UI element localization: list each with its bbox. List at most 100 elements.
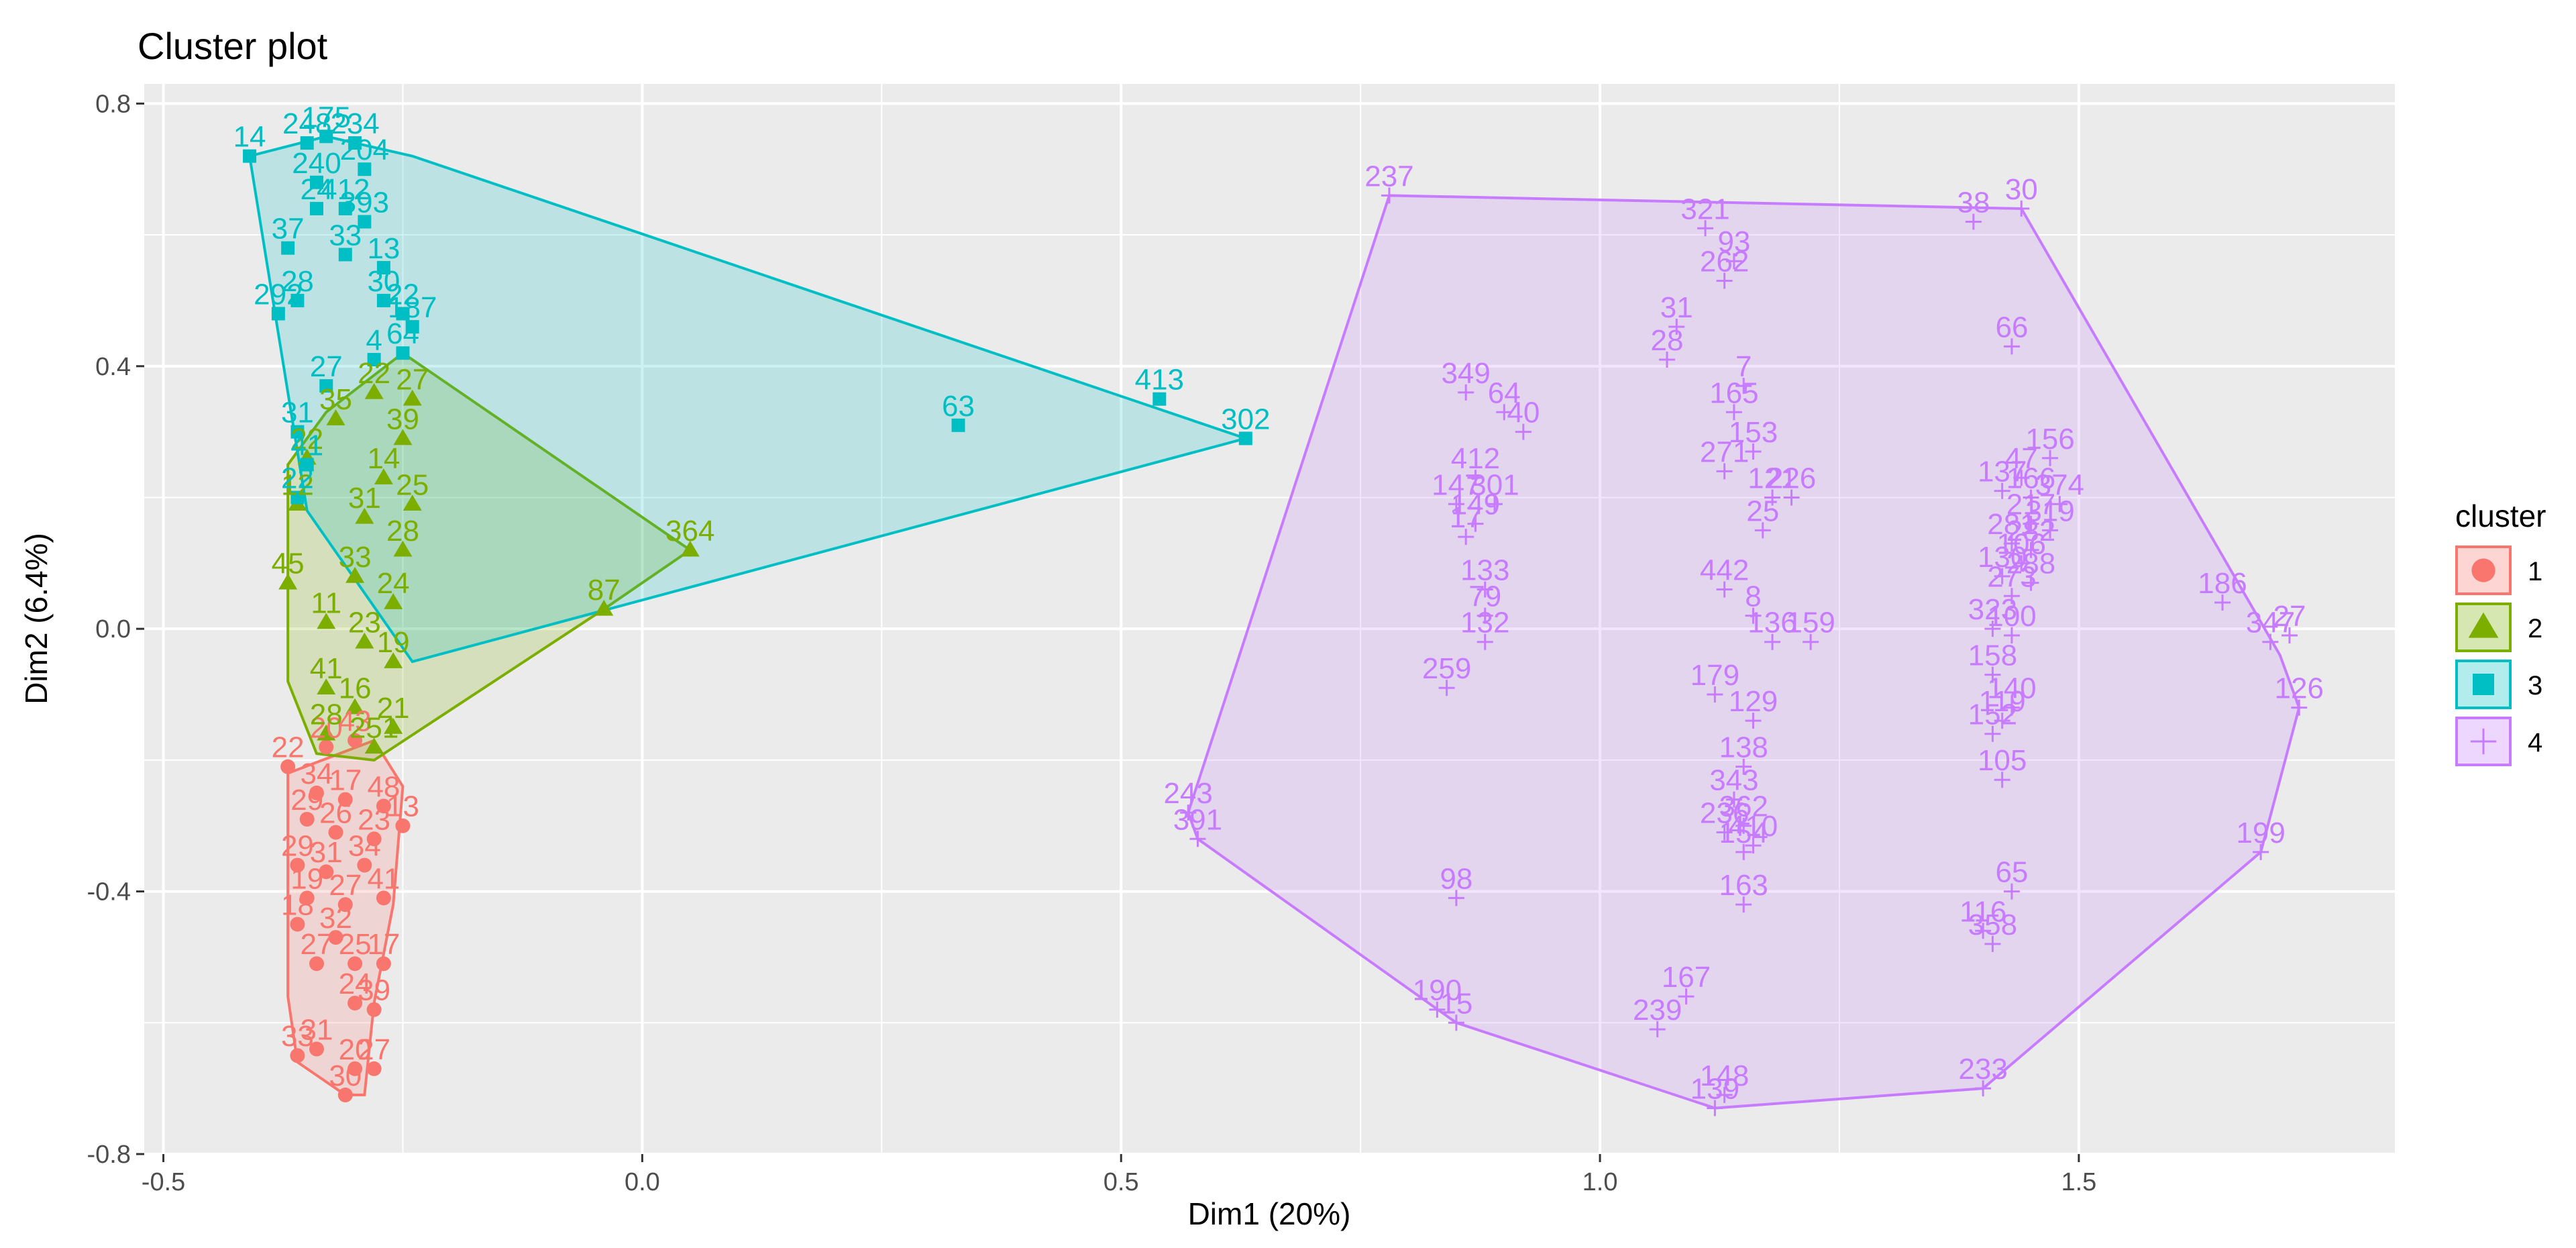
cluster-3-point-label: 64 [386, 317, 419, 350]
cluster-1-point-label: 34 [301, 758, 333, 790]
cluster-2-point-label: 11 [311, 586, 341, 619]
cluster-3-point [319, 129, 333, 144]
cluster-3-point [358, 215, 372, 229]
cluster-3-point-label: 27 [310, 350, 343, 383]
cluster-1-point [337, 1087, 353, 1102]
cluster-4-point-label: 121 [1748, 462, 1796, 495]
cluster-2-point [355, 507, 374, 524]
legend-key-symbol-2 [2468, 612, 2499, 638]
cluster-2-point [355, 632, 374, 649]
cluster-4-point [1496, 404, 1513, 421]
cluster-4-point-label: 40 [1507, 397, 1540, 429]
cluster-4-point-label: 65 [1995, 856, 2028, 889]
cluster-3-point [348, 136, 362, 150]
cluster-2-point-label: 33 [339, 541, 372, 574]
cluster-1-point [366, 831, 382, 847]
cluster-4-point [1725, 404, 1742, 421]
x-tick-label: 1.0 [1582, 1168, 1618, 1196]
cluster-4-point-label: 412 [1451, 442, 1500, 475]
cluster-4-point-label: 140 [1987, 672, 2036, 705]
cluster-4-point [2013, 200, 2030, 217]
cluster-1-point-label: 32 [319, 902, 352, 935]
cluster-3-point [1238, 431, 1252, 446]
cluster-4-point-label: 158 [1968, 639, 2017, 672]
cluster-2-point-label: 28 [386, 515, 419, 548]
cluster-4-point-label: 167 [1662, 961, 1711, 994]
cluster-4-point [1716, 581, 1733, 598]
cluster-4-point-label: 137 [1978, 456, 2027, 488]
cluster-4-point-label: 31 [1660, 291, 1693, 324]
cluster-4-point [1745, 443, 1762, 460]
cluster-4-point [1438, 680, 1455, 696]
cluster-1-point-label: 17 [329, 764, 362, 797]
cluster-2-point-label: 25 [396, 468, 429, 501]
cluster-3-point-label: 14 [233, 121, 266, 154]
cluster-4-point [1458, 384, 1474, 401]
cluster-4-point-label: 262 [1700, 246, 1749, 278]
legend-label-1: 1 [2528, 557, 2542, 586]
legend-key-symbol-4 [2470, 728, 2497, 755]
cluster-3-point-label: 24 [301, 173, 333, 206]
cluster-4-point [1725, 791, 1742, 808]
cluster-4-point-label: 8 [1745, 580, 1761, 613]
cluster-1-point-label: 31 [301, 1013, 333, 1046]
cluster-4-point-label: 25 [1746, 495, 1779, 527]
cluster-1-point-label: 29 [290, 784, 323, 817]
cluster-2-point-label: 41 [310, 652, 343, 685]
cluster-1-point [328, 930, 343, 945]
cluster-3-point-label: 412 [321, 173, 370, 206]
cluster-3-point [281, 241, 295, 255]
cluster-3-point-label: 31 [281, 397, 314, 429]
cluster-4-point-label: 98 [1440, 862, 1472, 895]
cluster-1-point-label: 30 [329, 1059, 362, 1092]
cluster-1-point-label: 24 [339, 968, 372, 1000]
cluster-2-point-label: 23 [348, 607, 381, 639]
cluster-4-point [2023, 541, 2039, 558]
cluster-4-point-label: 147 [1432, 468, 1481, 501]
cluster-1-point-label: 27 [329, 869, 362, 902]
cluster-4-point-label: 156 [2025, 423, 2074, 456]
cluster-1-point [299, 811, 315, 827]
cluster-2-point-label: 24 [377, 567, 410, 600]
cluster-4-point-label: 282 [2006, 515, 2055, 548]
cluster-4-point-label: 362 [1719, 790, 1768, 823]
cluster-1-point-label: 20 [339, 1033, 372, 1066]
cluster-4-point-label: 148 [1700, 1059, 1749, 1092]
cluster-1-point [309, 785, 324, 800]
cluster-4-point [1467, 515, 1484, 532]
cluster-4-point-label: 288 [2006, 548, 2055, 580]
x-tick-label: -0.5 [142, 1168, 185, 1196]
cluster-3-point [405, 320, 419, 334]
cluster-3-point [951, 418, 965, 432]
legend-key-1 [2455, 545, 2512, 595]
cluster-2-hull [286, 351, 693, 762]
cluster-3-point-label: 187 [388, 291, 437, 324]
cluster-1-hull [286, 739, 405, 1096]
cluster-4-point [2214, 594, 2231, 611]
cluster-4-point-label: 159 [1786, 607, 1835, 639]
cluster-1-point [309, 1041, 324, 1057]
cluster-3-point-label: 302 [1221, 403, 1270, 435]
cluster-3-point-label: 204 [340, 134, 389, 166]
cluster-4-point [2253, 843, 2269, 860]
cluster-3-point [367, 352, 381, 366]
cluster-4-point-label: 165 [1709, 376, 1758, 409]
cluster-1-point [290, 917, 305, 932]
cluster-4-point [1649, 1021, 1666, 1038]
cluster-3-point-label: 13 [367, 232, 400, 265]
cluster-2-point-label: 19 [377, 626, 410, 659]
cluster-1-point-label: 31 [310, 836, 343, 869]
cluster-4-point-label: 259 [1422, 652, 1471, 685]
axes: -0.5 0.0 0.5 1.0 1.5 -0.8 -0.4 0.0 0.4 0.8 [87, 90, 2097, 1196]
cluster-1-point [309, 956, 324, 972]
cluster-1-point [366, 1061, 382, 1076]
cluster-4-point [2023, 489, 2039, 506]
cluster-4-point-label: 217 [2006, 488, 2055, 521]
cluster-2-point [384, 593, 403, 609]
cluster-4-point [2042, 522, 2059, 539]
cluster-4-point [2023, 574, 2039, 591]
cluster-4-point-label: 442 [1700, 554, 1749, 586]
cluster-1-point [376, 956, 391, 972]
cluster-1-point-label: 33 [281, 1020, 314, 1053]
